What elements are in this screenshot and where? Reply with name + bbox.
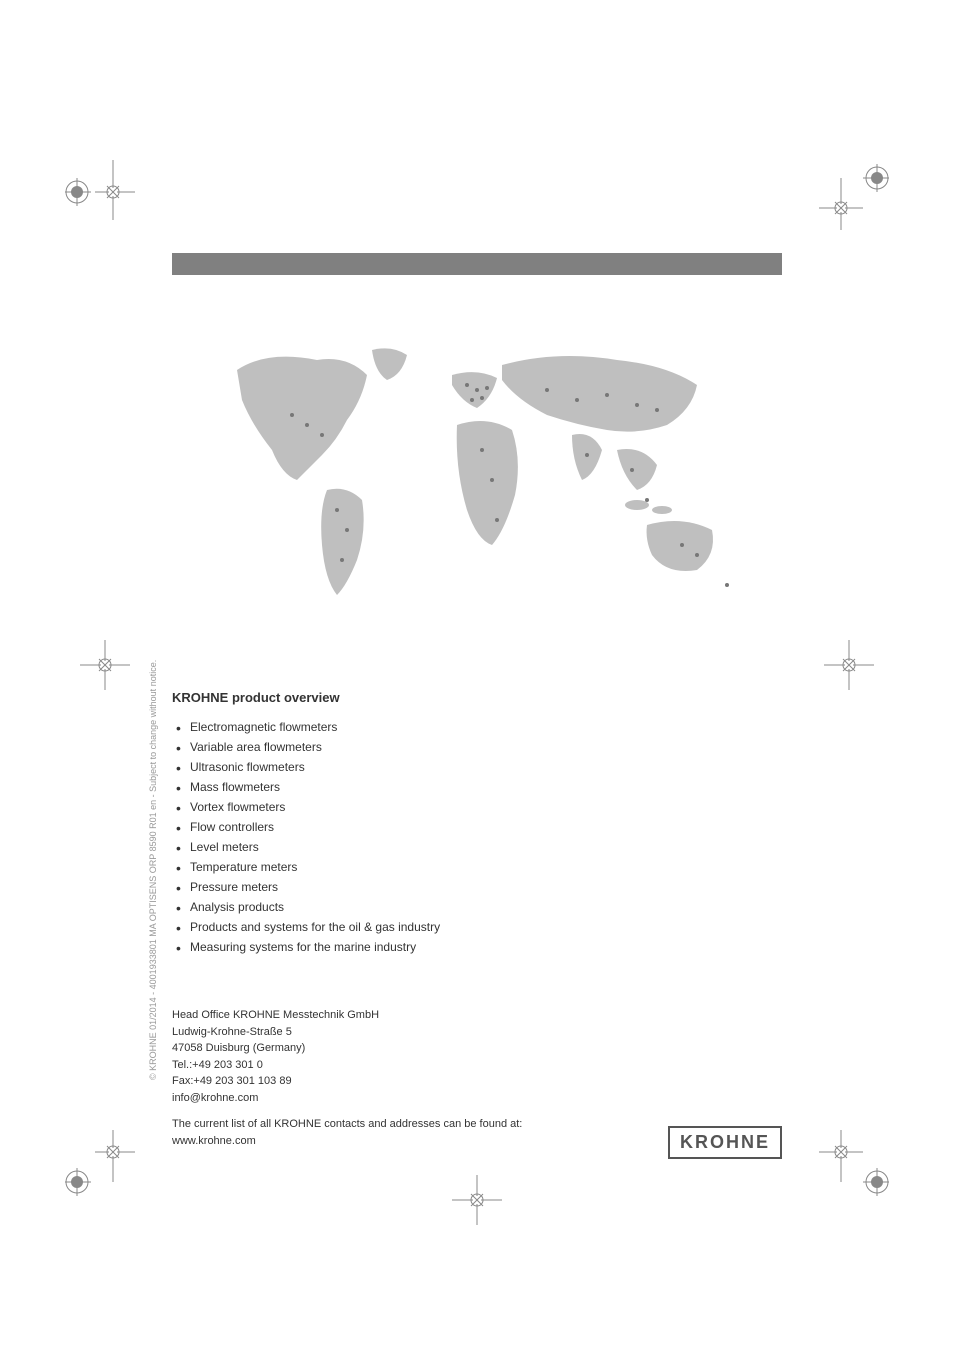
world-map-graphic — [197, 330, 757, 610]
list-item: Vortex flowmeters — [172, 797, 782, 817]
list-item: Level meters — [172, 837, 782, 857]
crop-mark-bottom-center — [452, 1175, 502, 1225]
address-line: 47058 Duisburg (Germany) — [172, 1040, 782, 1057]
copyright-side-text: © KROHNE 01/2014 - 4001933801 MA OPTISEN… — [148, 660, 158, 1080]
krohne-logo: KROHNE — [668, 1126, 782, 1159]
product-list: Electromagnetic flowmeters Variable area… — [172, 717, 782, 957]
list-item: Variable area flowmeters — [172, 737, 782, 757]
crop-mark-mid-right — [824, 640, 874, 690]
list-item: Analysis products — [172, 897, 782, 917]
address-line: Fax:+49 203 301 103 89 — [172, 1073, 782, 1090]
list-item: Electromagnetic flowmeters — [172, 717, 782, 737]
text-content: KROHNE product overview Electromagnetic … — [172, 690, 782, 1149]
crop-mark-mid-left — [80, 640, 130, 690]
crop-mark-bottom-right — [819, 1130, 889, 1200]
page-content: KROHNE product overview Electromagnetic … — [172, 253, 782, 1149]
list-item: Mass flowmeters — [172, 777, 782, 797]
list-item: Pressure meters — [172, 877, 782, 897]
list-item: Ultrasonic flowmeters — [172, 757, 782, 777]
crop-mark-top-left — [65, 160, 135, 230]
address-block: Head Office KROHNE Messtechnik GmbH Ludw… — [172, 1007, 782, 1106]
address-line: info@krohne.com — [172, 1090, 782, 1107]
crop-mark-top-right — [819, 160, 889, 230]
crop-mark-bottom-left — [65, 1130, 135, 1200]
address-line: Ludwig-Krohne-Straße 5 — [172, 1024, 782, 1041]
list-item: Products and systems for the oil & gas i… — [172, 917, 782, 937]
header-bar — [172, 253, 782, 275]
list-item: Temperature meters — [172, 857, 782, 877]
address-line: Tel.:+49 203 301 0 — [172, 1057, 782, 1074]
list-item: Measuring systems for the marine industr… — [172, 937, 782, 957]
address-line: Head Office KROHNE Messtechnik GmbH — [172, 1007, 782, 1024]
overview-title: KROHNE product overview — [172, 690, 782, 705]
list-item: Flow controllers — [172, 817, 782, 837]
